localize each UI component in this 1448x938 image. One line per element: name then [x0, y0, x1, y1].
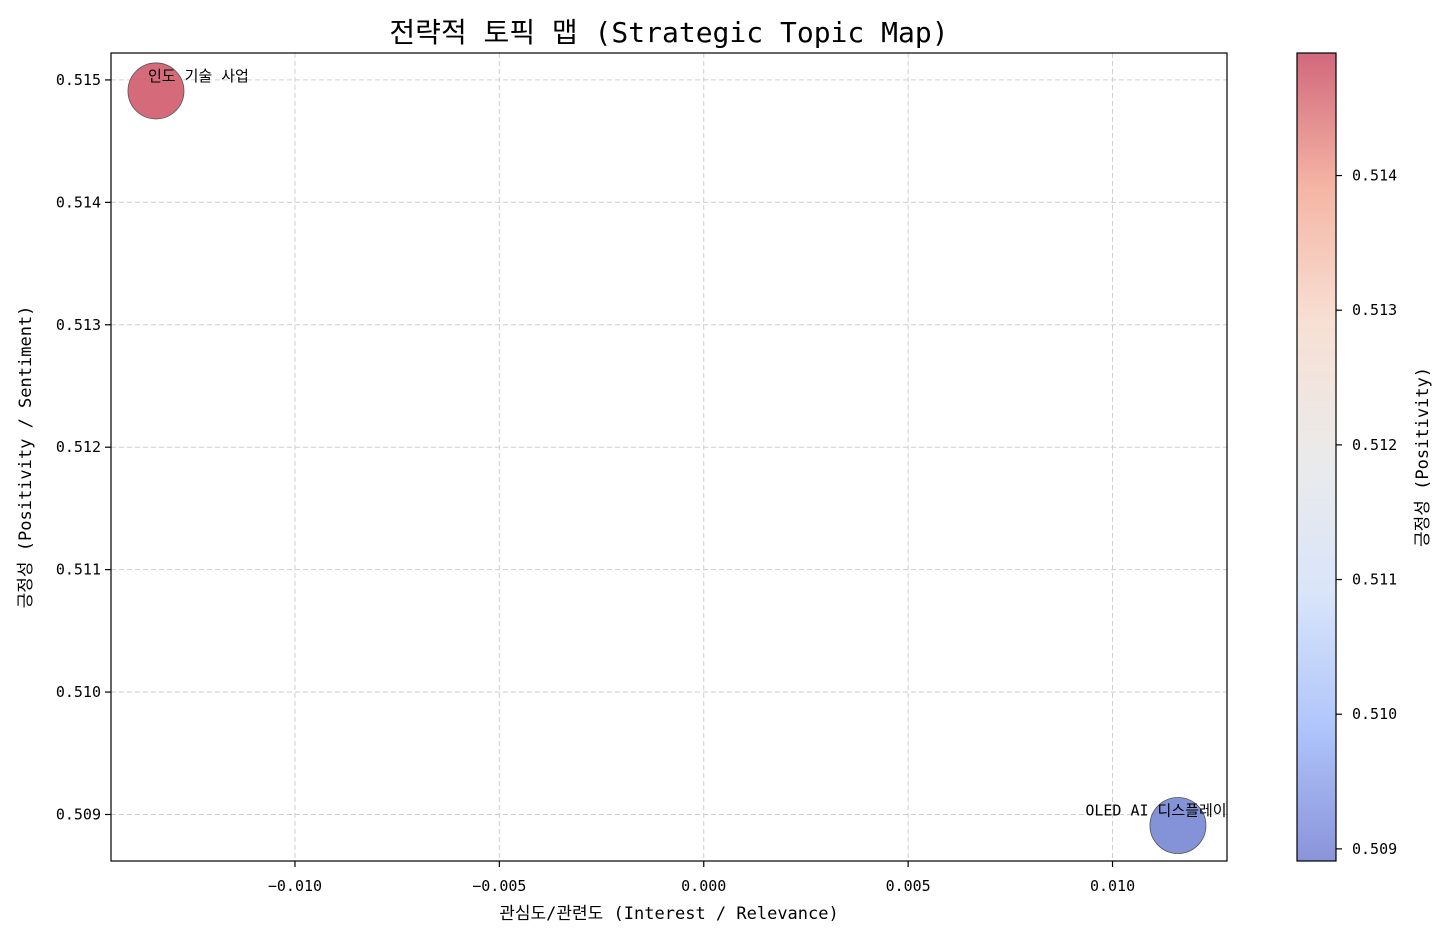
y-tick-label: 0.509	[56, 805, 101, 823]
colorbar-tick-label: 0.509	[1352, 840, 1397, 858]
chart-title: 전략적 토픽 맵 (Strategic Topic Map)	[389, 16, 948, 49]
x-tick-label: −0.010	[268, 877, 322, 895]
point-labels: 인도 기술 사업 OLED AI 디스플레이	[148, 67, 1227, 820]
x-axis-ticks: −0.010 −0.005 0.000 0.005 0.010	[268, 861, 1135, 895]
y-tick-label: 0.515	[56, 71, 101, 89]
scatter-point	[1149, 797, 1207, 854]
x-tick-label: 0.000	[681, 877, 726, 895]
colorbar-ticks: 0.509 0.510 0.511 0.512 0.513 0.514	[1336, 167, 1397, 858]
y-tick-label: 0.512	[56, 438, 101, 456]
y-axis-ticks: 0.509 0.510 0.511 0.512 0.513 0.514 0.515	[56, 71, 111, 823]
x-axis-label: 관심도/관련도 (Interest / Relevance)	[499, 904, 838, 924]
data-points	[127, 62, 1207, 854]
y-tick-label: 0.510	[56, 683, 101, 701]
y-axis-label: 긍정성 (Positivity / Sentiment)	[16, 306, 36, 609]
y-tick-label: 0.514	[56, 193, 101, 211]
point-label: OLED AI 디스플레이	[1085, 801, 1226, 819]
x-tick-label: −0.005	[472, 877, 526, 895]
grid	[111, 53, 1227, 861]
x-tick-label: 0.005	[886, 877, 931, 895]
colorbar-tick-label: 0.514	[1352, 167, 1397, 185]
plot-frame	[110, 52, 1228, 862]
colorbar-label: 긍정성 (Positivity)	[1413, 367, 1433, 547]
colorbar	[1296, 52, 1337, 862]
scatter-point	[127, 62, 185, 120]
y-tick-label: 0.513	[56, 316, 101, 334]
colorbar-tick-label: 0.511	[1352, 571, 1397, 589]
colorbar-tick-label: 0.512	[1352, 436, 1397, 454]
y-tick-label: 0.511	[56, 561, 101, 579]
x-tick-label: 0.010	[1090, 877, 1135, 895]
colorbar-tick-label: 0.513	[1352, 301, 1397, 319]
colorbar-tick-label: 0.510	[1352, 705, 1397, 723]
point-label: 인도 기술 사업	[148, 67, 249, 85]
